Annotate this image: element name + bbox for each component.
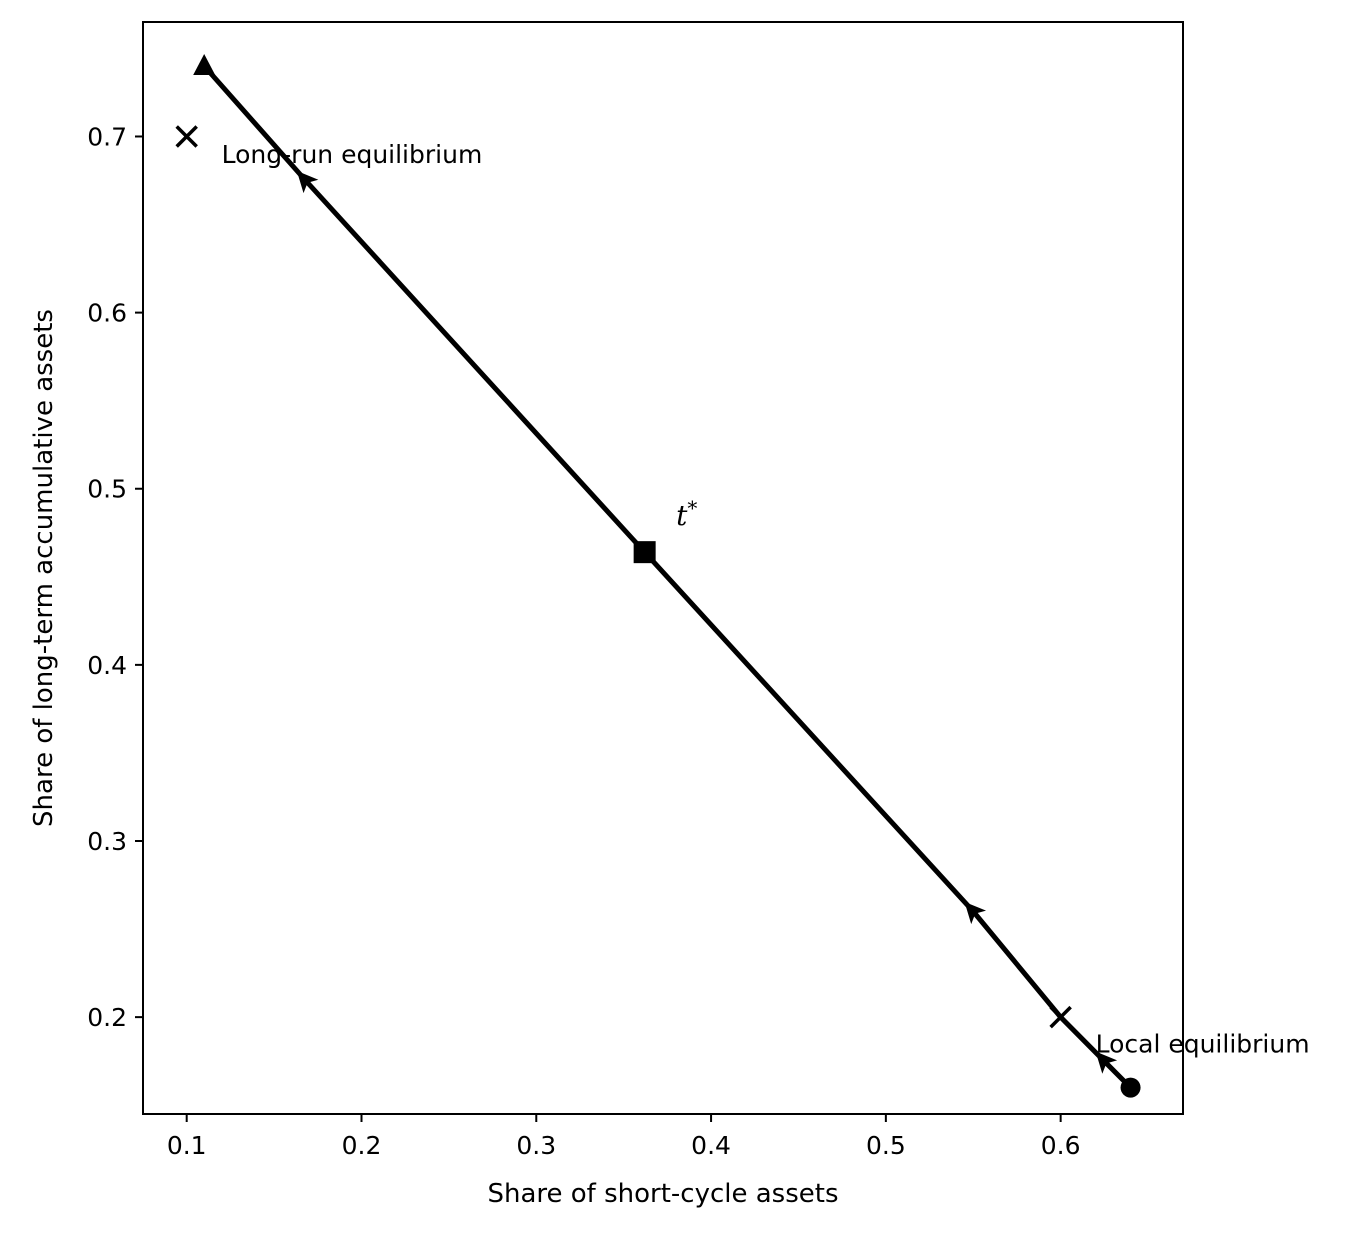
annotation-label: Local equilibrium [1096,1030,1310,1059]
direction-arrow-marker [964,901,987,925]
plot-frame [142,21,1184,1115]
y-tick-label: 0.5 [87,475,127,504]
turning-point-square-marker [633,541,656,564]
start-circle-marker [1120,1077,1141,1098]
x-axis-label: Share of short-cycle assets [487,1179,838,1209]
trajectory-line [202,64,1133,1090]
y-tick-label: 0.3 [87,827,127,856]
y-tick-label: 0.7 [87,122,127,151]
x-tick-label: 0.1 [167,1131,207,1160]
y-tick-label: 0.6 [87,299,127,328]
annotation-label: Long-run equilibrium [222,140,483,169]
x-tick-label: 0.3 [516,1131,556,1160]
annotation-t-star: t* [676,496,697,532]
equilibrium-cross-marker [1049,1005,1072,1029]
x-tick-label: 0.2 [342,1131,382,1160]
x-tick-label: 0.5 [866,1131,906,1160]
x-tick-label: 0.4 [691,1131,731,1160]
direction-arrow-marker [296,170,319,194]
direction-arrow-marker [1095,1051,1118,1074]
x-tick-label: 0.6 [1041,1131,1081,1160]
y-axis-label: Share of long-term accumulative assets [29,309,59,827]
y-tick-label: 0.2 [87,1003,127,1032]
equilibrium-cross-marker [175,125,198,148]
end-triangle-marker [193,54,216,76]
y-tick-label: 0.4 [87,651,127,680]
